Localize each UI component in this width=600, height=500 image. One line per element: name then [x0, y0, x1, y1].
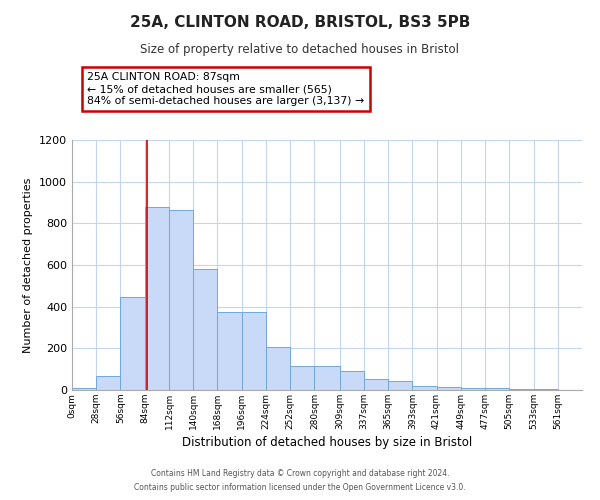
Text: 25A CLINTON ROAD: 87sqm
← 15% of detached houses are smaller (565)
84% of semi-d: 25A CLINTON ROAD: 87sqm ← 15% of detache… — [87, 72, 364, 106]
Bar — [314, 366, 340, 390]
Text: 25A, CLINTON ROAD, BRISTOL, BS3 5PB: 25A, CLINTON ROAD, BRISTOL, BS3 5PB — [130, 15, 470, 30]
Bar — [145, 206, 169, 390]
Bar — [217, 312, 242, 390]
Bar — [388, 380, 412, 390]
Bar — [266, 348, 290, 390]
Bar — [169, 210, 193, 390]
Bar — [96, 376, 121, 390]
Bar — [121, 298, 145, 390]
X-axis label: Distribution of detached houses by size in Bristol: Distribution of detached houses by size … — [182, 436, 472, 449]
Text: Contains public sector information licensed under the Open Government Licence v3: Contains public sector information licen… — [134, 484, 466, 492]
Bar — [437, 387, 461, 390]
Bar — [461, 388, 485, 390]
Bar — [290, 366, 314, 390]
Bar — [485, 388, 509, 390]
Bar — [412, 386, 437, 390]
Bar — [340, 371, 364, 390]
Text: Size of property relative to detached houses in Bristol: Size of property relative to detached ho… — [140, 42, 460, 56]
Text: Contains HM Land Registry data © Crown copyright and database right 2024.: Contains HM Land Registry data © Crown c… — [151, 468, 449, 477]
Bar — [242, 312, 266, 390]
Bar — [72, 388, 96, 390]
Bar — [193, 269, 217, 390]
Bar — [364, 378, 388, 390]
Y-axis label: Number of detached properties: Number of detached properties — [23, 178, 34, 352]
Bar — [509, 389, 533, 390]
